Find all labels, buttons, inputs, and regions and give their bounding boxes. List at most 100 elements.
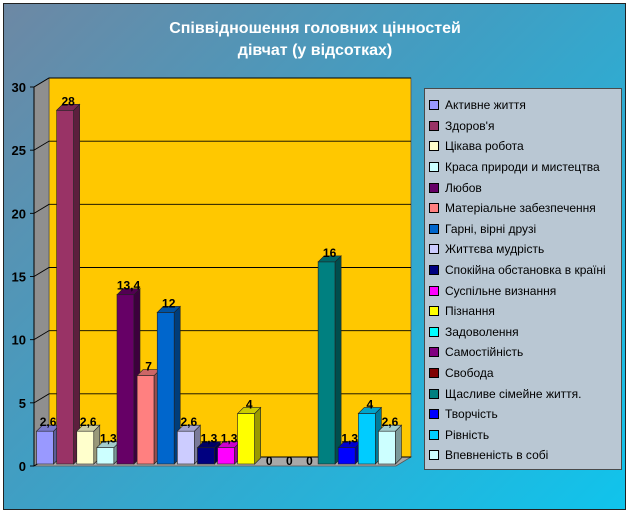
legend-label: Впевненість в собі bbox=[445, 448, 549, 463]
data-label: 1,3 bbox=[221, 432, 238, 446]
data-label: 2,6 bbox=[40, 415, 57, 429]
legend-swatch bbox=[429, 306, 439, 317]
legend-swatch bbox=[429, 285, 439, 296]
legend-label: Краса природи и мистецтва bbox=[445, 160, 600, 175]
legend-label: Пізнання bbox=[445, 304, 495, 319]
legend-label: Творчість bbox=[445, 407, 498, 422]
y-tick-label: 10 bbox=[12, 333, 26, 348]
legend-swatch bbox=[429, 203, 439, 214]
bar bbox=[76, 430, 95, 465]
bar bbox=[156, 312, 175, 465]
data-label: 0 bbox=[306, 454, 313, 468]
data-label: 16 bbox=[323, 246, 337, 260]
y-tick-label: 25 bbox=[12, 143, 26, 158]
legend-item: Щасливе сімейне життя. bbox=[429, 383, 621, 404]
legend-item: Рівність bbox=[429, 425, 621, 446]
legend-swatch bbox=[429, 409, 439, 420]
bar bbox=[217, 447, 235, 465]
gridline bbox=[33, 140, 411, 151]
legend-item: Любов bbox=[429, 177, 621, 198]
gridline bbox=[33, 203, 411, 214]
bar bbox=[56, 109, 74, 465]
legend-item: Спокійна обстановка в країні bbox=[429, 260, 621, 281]
legend-swatch bbox=[429, 265, 439, 276]
data-label: 0 bbox=[286, 454, 293, 468]
data-label: 0 bbox=[266, 454, 273, 468]
legend: Активне життя Здоров'я Цікава робота Краса … bbox=[424, 88, 622, 470]
data-label: 2,6 bbox=[382, 415, 399, 429]
bar bbox=[96, 447, 115, 465]
legend-swatch bbox=[429, 326, 439, 337]
data-label: 7 bbox=[145, 360, 152, 374]
legend-item: Творчість bbox=[429, 404, 621, 425]
data-label: 28 bbox=[61, 94, 75, 108]
y-tick-label: 0 bbox=[19, 459, 26, 474]
bar-top bbox=[55, 103, 81, 111]
bar-top bbox=[116, 288, 141, 296]
bar bbox=[378, 430, 396, 465]
data-label: 1,3 bbox=[341, 432, 358, 446]
gridline bbox=[33, 393, 411, 404]
legend-label: Спокійна обстановка в країні bbox=[445, 263, 606, 278]
legend-label: Активне життя bbox=[445, 98, 526, 113]
legend-item: Здоров'я bbox=[429, 116, 621, 137]
y-tick-label: 30 bbox=[12, 80, 26, 95]
legend-item: Впевненість в собі bbox=[429, 445, 621, 466]
legend-swatch bbox=[429, 141, 439, 152]
legend-swatch bbox=[429, 162, 439, 173]
bar bbox=[237, 413, 255, 465]
legend-label: Здоров'я bbox=[445, 118, 495, 133]
bar bbox=[358, 413, 376, 465]
bar-side bbox=[395, 424, 402, 465]
y-tick-label: 5 bbox=[19, 396, 26, 411]
bar-top bbox=[156, 306, 181, 313]
legend-label: Суспільне визнання bbox=[445, 283, 557, 298]
legend-swatch bbox=[429, 368, 439, 379]
legend-label: Гарні, вірні друзі bbox=[445, 221, 537, 236]
bar-top bbox=[176, 424, 202, 432]
data-label: 2,6 bbox=[80, 415, 97, 429]
legend-swatch bbox=[429, 120, 439, 131]
data-label: 1,3 bbox=[100, 432, 117, 446]
legend-swatch bbox=[429, 100, 439, 111]
legend-label: Любов bbox=[445, 180, 482, 195]
bar-top bbox=[377, 424, 403, 432]
gridline bbox=[33, 267, 411, 277]
bar bbox=[116, 294, 135, 465]
legend-item: Пізнання bbox=[429, 301, 621, 322]
legend-swatch bbox=[429, 182, 439, 193]
legend-item: Задоволення bbox=[429, 322, 621, 343]
legend-label: Матеріальне забезпечення bbox=[445, 201, 596, 216]
legend-label: Щасливе сімейне життя. bbox=[445, 386, 582, 401]
bar bbox=[317, 261, 336, 465]
bar-side bbox=[254, 406, 261, 465]
legend-swatch bbox=[429, 388, 439, 399]
data-label: 12 bbox=[162, 296, 176, 310]
gridline bbox=[33, 330, 411, 341]
legend-item: Суспільне визнання bbox=[429, 280, 621, 301]
bar bbox=[197, 447, 215, 465]
bar-top bbox=[317, 255, 342, 263]
legend-item: Краса природи и мистецтва bbox=[429, 157, 621, 178]
data-label: 13,4 bbox=[117, 279, 141, 293]
bar-top bbox=[357, 407, 383, 414]
legend-item: Свобода bbox=[429, 363, 621, 384]
legend-item: Активне життя bbox=[429, 95, 621, 116]
legend-label: Самостійність bbox=[445, 345, 524, 360]
bar bbox=[136, 375, 155, 465]
legend-swatch bbox=[429, 244, 439, 255]
data-label: 2,6 bbox=[180, 415, 197, 429]
legend-item: Матеріальне забезпечення bbox=[429, 198, 621, 219]
legend-label: Цікава робота bbox=[445, 139, 524, 154]
bar-side bbox=[334, 255, 342, 465]
legend-label: Свобода bbox=[445, 366, 494, 381]
legend-item: Цікава робота bbox=[429, 136, 621, 157]
bar-side bbox=[73, 103, 80, 465]
legend-item: Самостійність bbox=[429, 342, 621, 363]
legend-swatch bbox=[429, 450, 439, 461]
bar bbox=[36, 430, 54, 465]
legend-swatch bbox=[429, 223, 439, 234]
y-tick-label: 15 bbox=[12, 270, 26, 285]
data-label: 4 bbox=[246, 397, 253, 411]
